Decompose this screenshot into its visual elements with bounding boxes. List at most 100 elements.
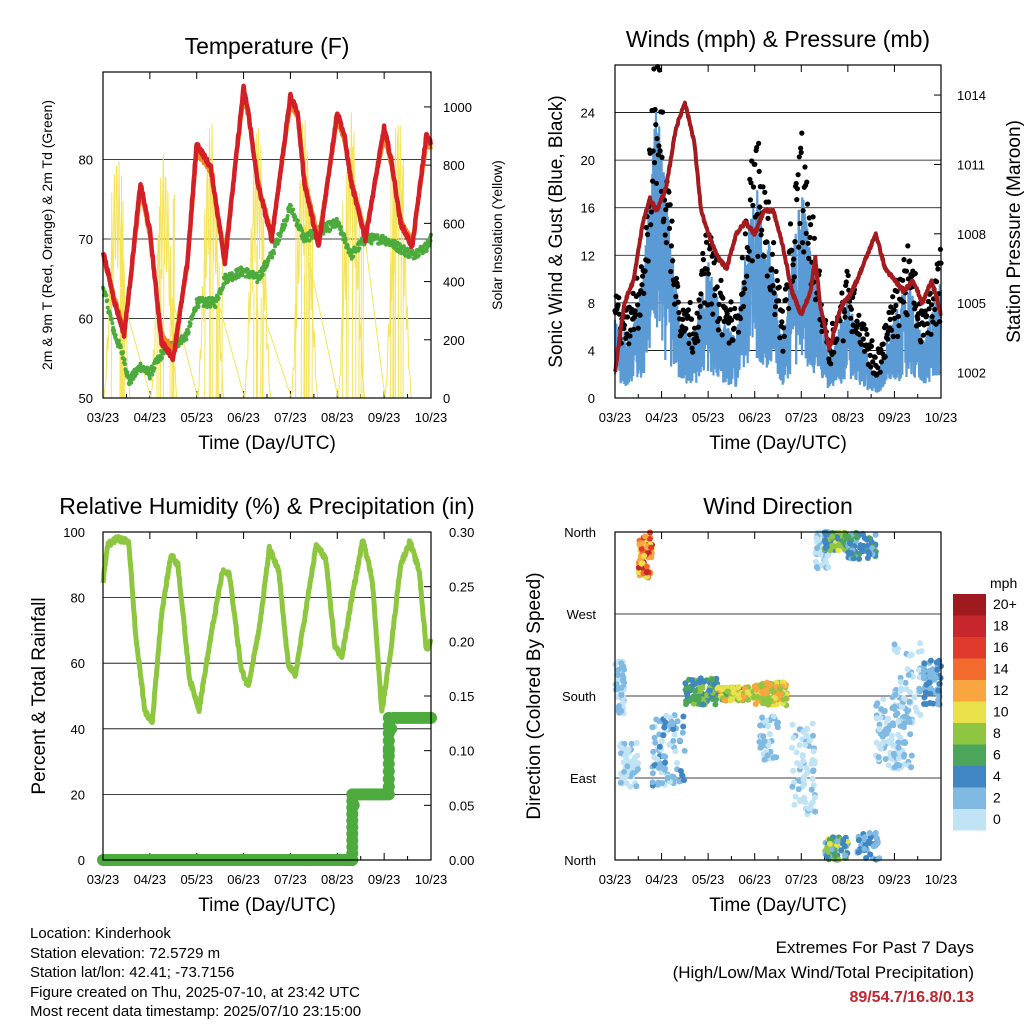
y-tick-label: 100 [63, 525, 85, 540]
precip-point [382, 711, 395, 724]
colorbar-swatch [953, 658, 986, 680]
gust-point [750, 202, 756, 208]
y-right-tick-label: 1011 [957, 157, 985, 172]
direction-point [764, 752, 771, 759]
gust-point [732, 305, 738, 312]
chart-title: Winds (mph) & Pressure (mb) [626, 26, 930, 52]
gust-point [913, 303, 919, 309]
gust-point [703, 239, 710, 245]
y-tick-label: 60 [79, 311, 93, 326]
direction-point [867, 851, 874, 858]
direction-point [935, 687, 942, 694]
direction-point [770, 713, 777, 720]
dewpoint-point [270, 255, 275, 260]
direction-point [895, 744, 902, 751]
gust-point [698, 291, 704, 297]
gust-point [868, 343, 875, 349]
extremes-values: 89/54.7/16.8/0.13 [849, 989, 974, 1006]
direction-point [797, 798, 803, 805]
direction-point [802, 741, 809, 748]
x-tick-label: 03/23 [599, 872, 632, 887]
sonic-wind-line [613, 107, 943, 393]
y-tick-label: 0 [588, 391, 595, 406]
direction-point [736, 694, 743, 701]
direction-point [730, 689, 737, 696]
direction-point [662, 759, 669, 766]
direction-point [826, 840, 833, 847]
dewpoint-point [116, 338, 121, 343]
direction-point [634, 766, 641, 773]
x-tick-label: 07/23 [274, 872, 307, 887]
y-right-tick-label: 1014 [957, 88, 986, 103]
dewpoint-point [266, 258, 271, 263]
gust-point [912, 270, 918, 277]
dewpoint-point [334, 216, 339, 221]
y-right-tick-label: 1008 [957, 227, 986, 242]
dewpoint-point [110, 321, 115, 326]
direction-point [689, 677, 696, 684]
colorbar-label: 2 [993, 790, 1001, 806]
direction-point [856, 555, 862, 562]
y-axis-label: Percent & Total Rainfall [29, 597, 50, 794]
direction-point [666, 741, 673, 748]
gust-point [841, 309, 848, 315]
temp-2m-line [100, 83, 434, 363]
direction-point [648, 554, 655, 561]
direction-point [813, 558, 819, 565]
gust-point [650, 178, 656, 184]
gust-point [792, 239, 798, 245]
chart-title: Temperature (F) [185, 33, 350, 59]
direction-point [641, 552, 648, 559]
x-tick-label: 09/23 [368, 410, 401, 425]
y-right-tick-label: 0.10 [449, 744, 474, 759]
gust-point [758, 232, 764, 238]
direction-point [662, 753, 669, 760]
gust-point [885, 336, 891, 342]
gust-point [668, 268, 674, 275]
gust-point [794, 197, 800, 203]
x-tick-label: 07/23 [785, 410, 818, 425]
gust-point [924, 313, 930, 319]
elevation-text: Station elevation: 72.5729 m [30, 944, 221, 962]
gust-point [789, 247, 795, 253]
y-tick-label: 4 [588, 343, 595, 358]
gust-point [845, 272, 851, 279]
dewpoint-point [216, 296, 221, 301]
humidity-precip-panel: Relative Humidity (%) & Precipitation (i… [29, 493, 475, 916]
gust-point [700, 250, 706, 257]
direction-point [829, 542, 836, 549]
dewpoint-point [245, 267, 250, 272]
dewpoint-point [300, 228, 305, 233]
gust-point [770, 283, 776, 289]
direction-point [791, 801, 798, 808]
direction-point [885, 738, 892, 745]
direction-point [810, 768, 817, 775]
gust-point [685, 307, 692, 313]
direction-point [840, 837, 847, 844]
temperature-panel: Temperature (F) Time (Day/UTC) 03/23 04/23 0… [39, 33, 505, 454]
direction-point [802, 799, 809, 806]
direction-point [649, 724, 656, 731]
direction-point [761, 756, 768, 763]
gust-point [772, 311, 778, 318]
direction-point [790, 734, 797, 741]
direction-point [911, 694, 918, 701]
gust-point [808, 222, 814, 228]
direction-point [674, 718, 681, 725]
gust-point [643, 224, 649, 231]
direction-point [777, 691, 784, 698]
direction-point [655, 779, 662, 786]
direction-point [806, 737, 813, 744]
gust-point [639, 282, 645, 288]
colorbar-swatch [953, 637, 986, 659]
dewpoint-point [121, 350, 126, 355]
gust-point [700, 257, 707, 263]
dewpoint-point [138, 361, 143, 366]
gust-point [631, 326, 637, 332]
dewpoint-point [147, 376, 152, 381]
dewpoint-point [285, 214, 290, 218]
dewpoint-point [369, 241, 374, 246]
direction-point [799, 752, 806, 758]
gust-point [920, 332, 927, 338]
recent-text: Most recent data timestamp: 2025/07/10 2… [30, 1003, 362, 1020]
